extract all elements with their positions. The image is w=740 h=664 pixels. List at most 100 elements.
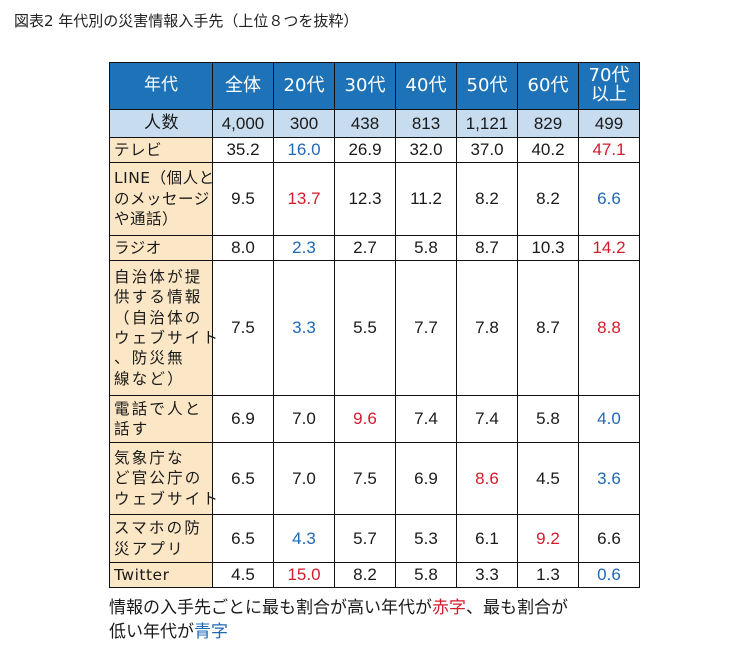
value-cell: 4.5	[517, 442, 579, 515]
row-label-line: （自治体の	[114, 308, 203, 327]
count-cell-1: 300	[273, 109, 335, 138]
legend-note: 情報の入手先ごとに最も割合が高い年代が赤字、最も割合が 低い年代が青字	[109, 596, 568, 644]
row-label: 自治体が提 供する情報 （自治体の ウェブサイト 、防災無 線など）	[109, 260, 218, 396]
table-row: 自治体が提 供する情報 （自治体の ウェブサイト 、防災無 線など） 7.5 3.3 5.5 7.…	[109, 260, 640, 396]
value-cell: 5.5	[334, 260, 396, 396]
header-cell-3: 30代	[334, 62, 396, 110]
table-row: 気象庁な ど官公庁の ウェブサイト 6.5 7.0 7.5 6.9 8.6 4.5 3.6	[109, 442, 640, 515]
value-cell: 12.3	[334, 162, 396, 236]
header-text: 70代	[588, 65, 630, 87]
value-cell: 8.7	[517, 260, 579, 396]
value-cell: 5.8	[517, 395, 579, 443]
value-cell: 7.4	[456, 395, 518, 443]
value-cell: 8.0	[212, 235, 274, 261]
value-cell: 0.6	[578, 562, 640, 588]
row-label-line: 電話で人と	[114, 399, 203, 418]
header-cell-7: 70代 以上	[578, 62, 640, 110]
table-row: スマホの防 災アプリ 6.5 4.3 5.7 5.3 6.1 9.2 6.6	[109, 514, 640, 563]
value-cell: 3.6	[578, 442, 640, 515]
row-label: LINE（個人と のメッセージ や通話）	[109, 162, 215, 236]
row-label: スマホの防 災アプリ	[109, 514, 213, 563]
table-row: Twitter 4.5 15.0 8.2 5.8 3.3 1.3 0.6	[109, 562, 640, 588]
count-cell-6: 499	[578, 109, 640, 138]
row-label: 電話で人と 話す	[109, 395, 213, 443]
value-cell: 8.6	[456, 442, 518, 515]
value-cell: 2.7	[334, 235, 396, 261]
row-label: ラジオ	[109, 235, 213, 261]
row-label: Twitter	[109, 562, 213, 588]
row-label-line: ラジオ	[114, 238, 162, 257]
value-cell: 7.0	[273, 395, 335, 443]
value-cell: 7.8	[456, 260, 518, 396]
row-label-line: 線など）	[114, 369, 185, 388]
value-cell: 5.7	[334, 514, 396, 563]
table-row: 電話で人と 話す 6.9 7.0 9.6 7.4 7.4 5.8 4.0	[109, 395, 640, 443]
header-cell-label: 年代	[109, 62, 213, 110]
value-cell: 4.3	[273, 514, 335, 563]
value-cell: 3.3	[456, 562, 518, 588]
row-label-line: 供する情報	[114, 288, 203, 307]
count-cell-4: 1,121	[456, 109, 518, 138]
note-text-2: 、最も割合が	[466, 598, 568, 618]
table-row: LINE（個人と のメッセージ や通話） 9.5 13.7 12.3 11.2 8.2 8.2 6…	[109, 162, 640, 236]
data-table: 年代 全体 20代 30代 40代 50代 60代 70代 以上 人数 4,000 300 438 81…	[109, 62, 640, 588]
count-cell-5: 829	[517, 109, 579, 138]
count-label: 人数	[109, 109, 213, 138]
value-cell: 4.0	[578, 395, 640, 443]
row-label-line: スマホの防	[114, 519, 203, 538]
value-cell: 2.3	[273, 235, 335, 261]
value-cell: 5.3	[395, 514, 457, 563]
row-label-line: のメッセージ	[114, 189, 210, 208]
value-cell: 6.9	[212, 395, 274, 443]
value-cell: 15.0	[273, 562, 335, 588]
row-label-line: 、防災無	[114, 349, 185, 368]
value-cell: 6.1	[456, 514, 518, 563]
row-label-line: LINE（個人と	[114, 169, 215, 188]
header-text: 年代	[144, 75, 178, 96]
value-cell: 8.7	[456, 235, 518, 261]
header-text: 全体	[225, 74, 261, 96]
value-cell: 5.8	[395, 235, 457, 261]
note-text-3: 低い年代が	[109, 622, 194, 642]
count-cell-0: 4,000	[212, 109, 274, 138]
value-cell: 7.0	[273, 442, 335, 515]
row-label-line: ウェブサイト	[114, 489, 221, 508]
header-cell-2: 20代	[273, 62, 335, 110]
value-cell: 7.5	[334, 442, 396, 515]
value-cell: 1.3	[517, 562, 579, 588]
value-cell: 8.2	[334, 562, 396, 588]
header-text: 50代	[466, 74, 508, 96]
value-cell: 7.7	[395, 260, 457, 396]
header-text: 60代	[527, 74, 569, 96]
chart-title: 図表2 年代別の災害情報入手先（上位８つを抜粋）	[14, 12, 359, 30]
header-text: 30代	[344, 74, 386, 96]
value-cell: 4.5	[212, 562, 274, 588]
value-cell: 40.2	[517, 137, 579, 163]
table-row: ラジオ 8.0 2.3 2.7 5.8 8.7 10.3 14.2	[109, 235, 640, 261]
value-cell: 47.1	[578, 137, 640, 163]
value-cell: 26.9	[334, 137, 396, 163]
header-text: 以上	[591, 84, 627, 105]
count-cell-3: 813	[395, 109, 457, 138]
value-cell: 13.7	[273, 162, 335, 236]
value-cell: 6.6	[578, 514, 640, 563]
value-cell: 9.6	[334, 395, 396, 443]
value-cell: 6.5	[212, 514, 274, 563]
row-label-line: 話す	[114, 420, 150, 438]
header-cell-4: 40代	[395, 62, 457, 110]
value-cell: 6.9	[395, 442, 457, 515]
value-cell: 6.5	[212, 442, 274, 515]
value-cell: 8.8	[578, 260, 640, 396]
header-cell-5: 50代	[456, 62, 518, 110]
row-label-line: 自治体が提	[114, 267, 203, 286]
value-cell: 5.8	[395, 562, 457, 588]
value-cell: 32.0	[395, 137, 457, 163]
value-cell: 11.2	[395, 162, 457, 236]
row-label-line: Twitter	[114, 565, 170, 584]
count-cell-2: 438	[334, 109, 396, 138]
value-cell: 16.0	[273, 137, 335, 163]
value-cell: 7.4	[395, 395, 457, 443]
header-cell-6: 60代	[517, 62, 579, 110]
value-cell: 8.2	[456, 162, 518, 236]
row-label-line: や通話）	[114, 210, 179, 229]
